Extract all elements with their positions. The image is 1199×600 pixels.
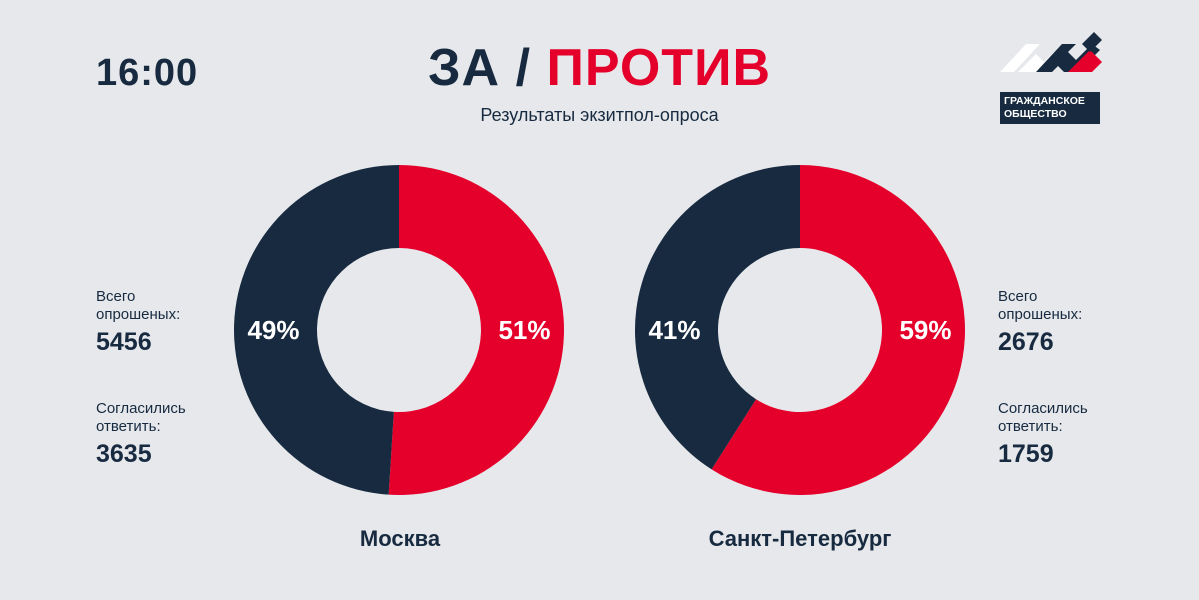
title-separator: / <box>515 39 532 97</box>
spb-total-label: Всего опрошеных: <box>998 288 1083 323</box>
donut-chart-moscow: 51% 49% <box>234 165 565 496</box>
title-za: ЗА <box>427 39 501 97</box>
page-title: ЗА / ПРОТИВ <box>0 38 1199 98</box>
donut-slice-spb-1 <box>634 165 800 470</box>
moscow-total-label: Всего опрошеных: <box>96 288 181 323</box>
donut-chart-spb: 59% 41% <box>634 165 965 495</box>
donut-label-spb-1: 41% <box>648 315 700 345</box>
spb-total-block: Всего опрошеных: 2676 <box>998 288 1108 358</box>
donut-slice-moscow-0 <box>388 165 565 496</box>
city-label-moscow: Москва <box>359 526 441 551</box>
spb-agreed-value: 1759 <box>998 440 1054 468</box>
logo-line-2: ОБЩЕСТВО <box>1004 108 1067 120</box>
moscow-agreed-label: Согласились ответить: <box>96 400 186 435</box>
donut-label-spb-0: 59% <box>899 315 951 345</box>
logo-line-1: ГРАЖДАНСКОЕ <box>1004 95 1085 107</box>
time-label: 16:00 <box>96 52 199 94</box>
logo: ГРАЖДАНСКОЕ ОБЩЕСТВО <box>996 28 1106 128</box>
logo-text: ГРАЖДАНСКОЕ ОБЩЕСТВО <box>1000 92 1100 124</box>
moscow-agreed-block: Согласились ответить: 3635 <box>96 400 206 470</box>
page-subtitle: Результаты экзитпол-опроса <box>480 105 719 125</box>
donut-slice-spb-0 <box>711 165 965 495</box>
title-protiv: ПРОТИВ <box>546 39 771 97</box>
donut-label-moscow-0: 51% <box>498 315 550 345</box>
donut-slice-moscow-1 <box>234 165 399 495</box>
logo-mark-icon <box>1000 32 1102 72</box>
spb-total-value: 2676 <box>998 328 1054 356</box>
moscow-agreed-value: 3635 <box>96 440 152 468</box>
moscow-total-block: Всего опрошеных: 5456 <box>96 288 206 358</box>
donut-label-moscow-1: 49% <box>247 315 299 345</box>
spb-agreed-label: Согласились ответить: <box>998 400 1088 435</box>
moscow-total-value: 5456 <box>96 328 152 356</box>
spb-agreed-block: Согласились ответить: 1759 <box>998 400 1108 470</box>
city-label-spb: Санкт-Петербург <box>708 526 892 551</box>
